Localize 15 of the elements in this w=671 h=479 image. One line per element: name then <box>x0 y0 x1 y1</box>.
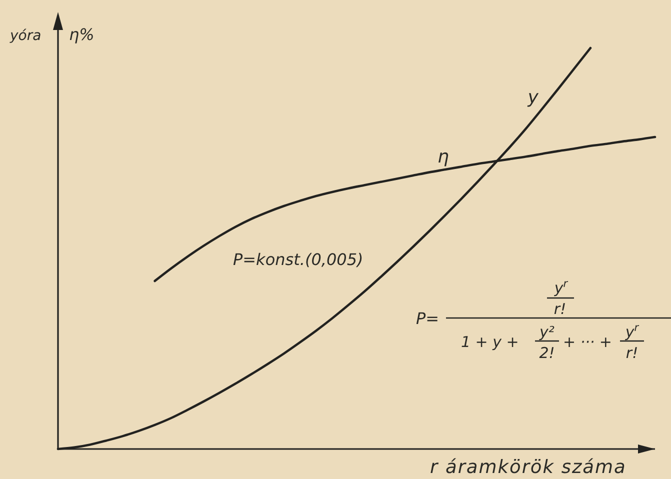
annotation: y$^{r}$ <box>553 278 568 297</box>
annotation: r! <box>554 300 566 318</box>
x-axis-title: r áramkörök száma <box>430 457 626 478</box>
annotation: y$^{r}$ <box>624 322 640 341</box>
annotation: y² <box>538 323 554 341</box>
series-label: η <box>438 146 449 168</box>
annotation: P=konst.(0,005) <box>233 250 364 269</box>
series-label: y <box>526 86 539 108</box>
annotation: 2! <box>539 344 555 362</box>
annotation: P= <box>416 309 440 328</box>
annotation: + ··· + <box>563 333 612 351</box>
y2-axis-title: η% <box>69 25 94 44</box>
annotation: 1 + y + <box>461 333 519 351</box>
y-axis-title: yóra <box>9 28 42 44</box>
annotation: r! <box>626 344 638 362</box>
